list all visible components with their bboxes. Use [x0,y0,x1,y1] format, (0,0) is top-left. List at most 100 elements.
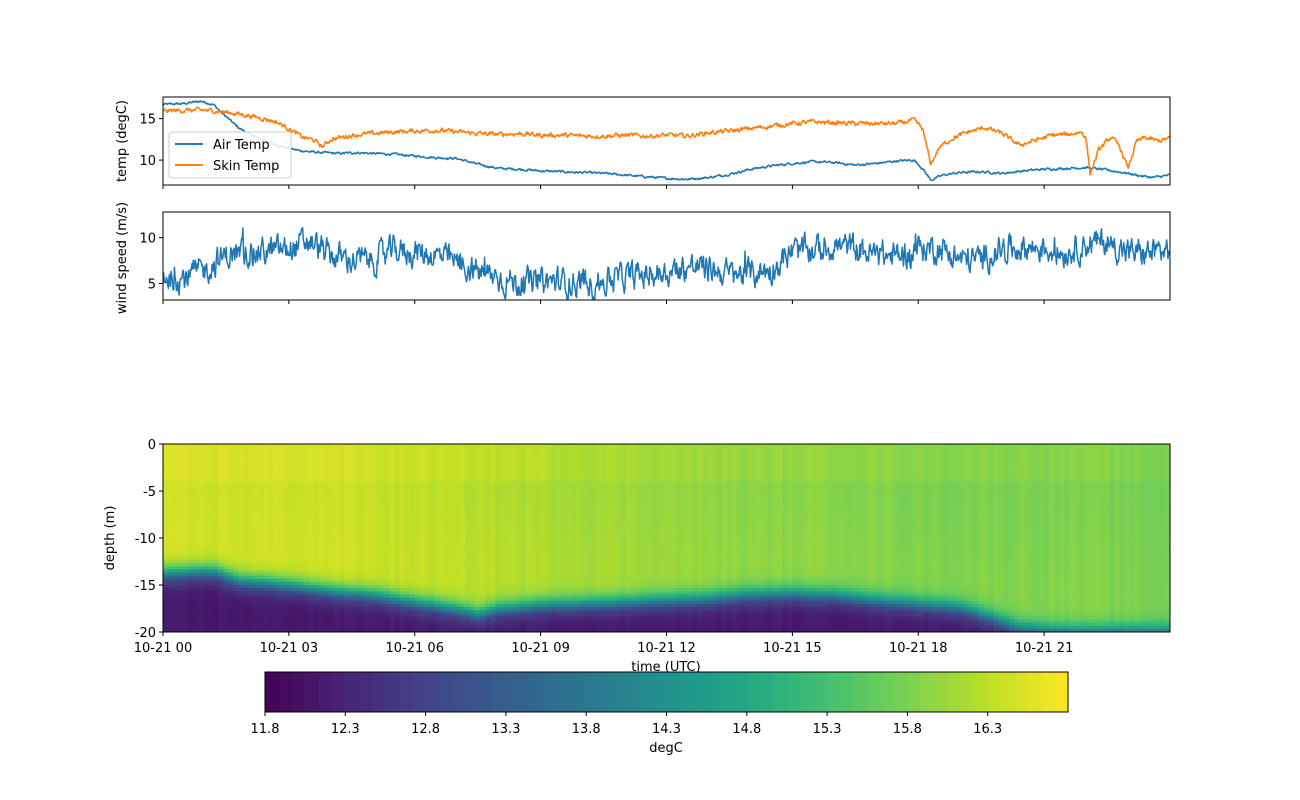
heatmap-cell [535,556,542,561]
heatmap-cell [369,478,376,483]
heatmap-cell [419,503,426,508]
heatmap-cell [510,506,517,511]
heatmap-cell [344,569,350,574]
heatmap-cell [555,550,562,555]
heatmap-cell [545,544,552,548]
heatmap-cell [429,616,436,621]
heatmap-cell [560,472,567,476]
heatmap-cell [545,497,552,501]
heatmap-cell [374,487,381,492]
heatmap-cell [213,547,219,552]
heatmap-cell [303,519,310,523]
heatmap-cell [213,591,219,595]
heatmap-cell [334,553,340,558]
heatmap-cell [480,603,486,608]
heatmap-cell [283,603,290,608]
heatmap-cell [535,613,542,617]
heatmap-cell [203,581,209,586]
heatmap-cell [480,534,486,539]
heatmap-cell [309,447,315,451]
heatmap-cell [414,585,421,589]
heatmap-cell [208,628,214,632]
heatmap-cell [349,497,355,501]
heatmap-cell [273,622,280,627]
heatmap-cell [530,478,537,483]
heatmap-cell [163,547,169,552]
heatmap-cell [444,563,451,567]
heatmap-cell [510,519,517,523]
heatmap-cell [550,469,557,473]
heatmap-cell [238,569,245,574]
heatmap-cell [203,512,209,517]
heatmap-cell [465,610,471,614]
heatmap-cell [485,547,491,552]
heatmap-cell [485,465,491,470]
heatmap-cell [409,465,416,470]
heatmap-cell [419,544,426,548]
heatmap-cell [409,625,416,630]
heatmap-cell [324,541,330,545]
heatmap-cell [203,478,209,483]
heatmap-cell [525,581,532,586]
heatmap-cell [520,585,527,589]
heatmap-cell [379,575,386,580]
heatmap-cell [329,559,335,564]
heatmap-cell [520,544,527,548]
heatmap-cell [419,531,426,536]
heatmap-cell [178,578,184,583]
heatmap-cell [550,516,557,520]
heatmap-cell [273,575,280,580]
heatmap-cell [414,444,421,448]
heatmap-cell [550,569,557,574]
heatmap-cell [444,585,451,589]
heatmap-cell [495,610,501,614]
heatmap-cell [253,497,260,501]
heatmap-cell [369,491,376,495]
heatmap-cell [243,588,250,592]
heatmap-cell [465,459,471,464]
heatmap-cell [163,534,169,539]
heatmap-cell [570,497,577,501]
heatmap-cell [389,469,396,473]
heatmap-cell [228,444,235,448]
heatmap-cell [273,503,280,508]
heatmap-cell [460,578,466,583]
heatmap-cell [485,497,491,501]
heatmap-cell [208,481,214,486]
heatmap-cell [329,522,335,527]
heatmap-cell [253,500,260,505]
heatmap-cell [364,613,371,617]
heatmap-cell [263,519,270,523]
heatmap-cell [238,497,245,501]
heatmap-cell [298,456,305,461]
heatmap-cell [389,575,396,580]
heatmap-cell [344,497,350,501]
heatmap-cell [344,597,350,602]
heatmap-cell [359,453,365,458]
heatmap-cell [460,500,466,505]
heatmap-cell [188,456,194,461]
heatmap-cell [414,588,421,592]
heatmap-cell [520,541,527,545]
heatmap-cell [475,591,481,595]
heatmap-cell [444,450,451,454]
heatmap-cell [268,444,275,448]
heatmap-cell [384,509,391,514]
heatmap-cell [525,616,532,621]
heatmap-cell [283,491,290,495]
heatmap-cell [218,459,225,464]
heatmap-cell [193,581,199,586]
heatmap-cell [314,475,320,480]
heatmap-cell [359,444,365,448]
heatmap-cell [253,506,260,511]
heatmap-cell [555,556,562,561]
heatmap-cell [540,544,547,548]
heatmap-cell [223,491,230,495]
heatmap-cell [213,572,219,577]
heatmap-cell [283,550,290,555]
heatmap-cell [455,525,461,530]
heatmap-cell [565,487,572,492]
heatmap-cell [404,519,411,523]
heatmap-cell [374,444,381,448]
heatmap-cell [364,628,371,632]
